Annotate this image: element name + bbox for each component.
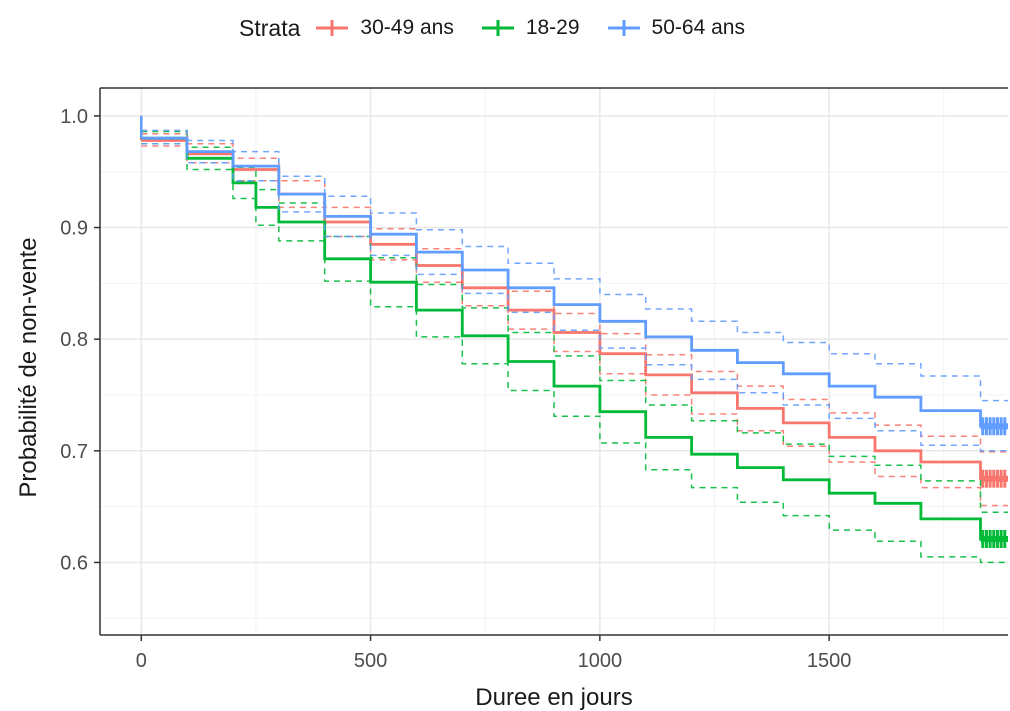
y-tick-label: 0.9 (60, 218, 88, 240)
ci-lower-18-29 (141, 143, 1008, 564)
series-line-50-64-ans (141, 136, 1008, 428)
series-line-30-49-ans (141, 139, 1008, 481)
ci-lower-50-64-ans (141, 143, 1008, 452)
y-axis-title: Probabilité de non-vente (15, 237, 42, 497)
legend-key-18-29 (481, 20, 514, 36)
legend-label-50-64: 50-64 ans (651, 16, 745, 39)
legend-item-18-29: 18-29 (480, 13, 580, 43)
legend: Strata 30-49 ans 18-29 50-64 ans (0, 8, 1010, 48)
y-tick-label: 0.8 (60, 329, 88, 351)
y-tick-label: 0.7 (60, 441, 88, 463)
legend-label-30-49: 30-49 ans (360, 16, 454, 39)
legend-item-50-64: 50-64 ans (606, 13, 745, 43)
x-tick-label: 0 (136, 650, 147, 672)
legend-label-18-29: 18-29 (525, 16, 580, 39)
legend-item-30-49: 30-49 ans (314, 13, 454, 43)
x-tick-label: 1000 (578, 650, 623, 672)
legend-title: Strata (239, 14, 301, 41)
ci-upper-50-64-ans (141, 129, 1008, 402)
legend-key-50-64 (607, 20, 640, 36)
x-axis-title: Duree en jours (475, 684, 632, 711)
y-tick-label: 0.6 (60, 552, 88, 574)
series-line-18-29 (141, 136, 1008, 541)
plot-area (140, 115, 1008, 564)
legend-key-30-49 (316, 20, 349, 36)
ci-upper-30-49-ans (141, 133, 1008, 453)
y-tick-label: 1.0 (60, 106, 88, 128)
ci-lower-30-49-ans (141, 145, 1008, 507)
x-tick-label: 500 (354, 650, 387, 672)
x-tick-label: 1500 (807, 650, 852, 672)
ci-upper-18-29 (141, 130, 1008, 513)
